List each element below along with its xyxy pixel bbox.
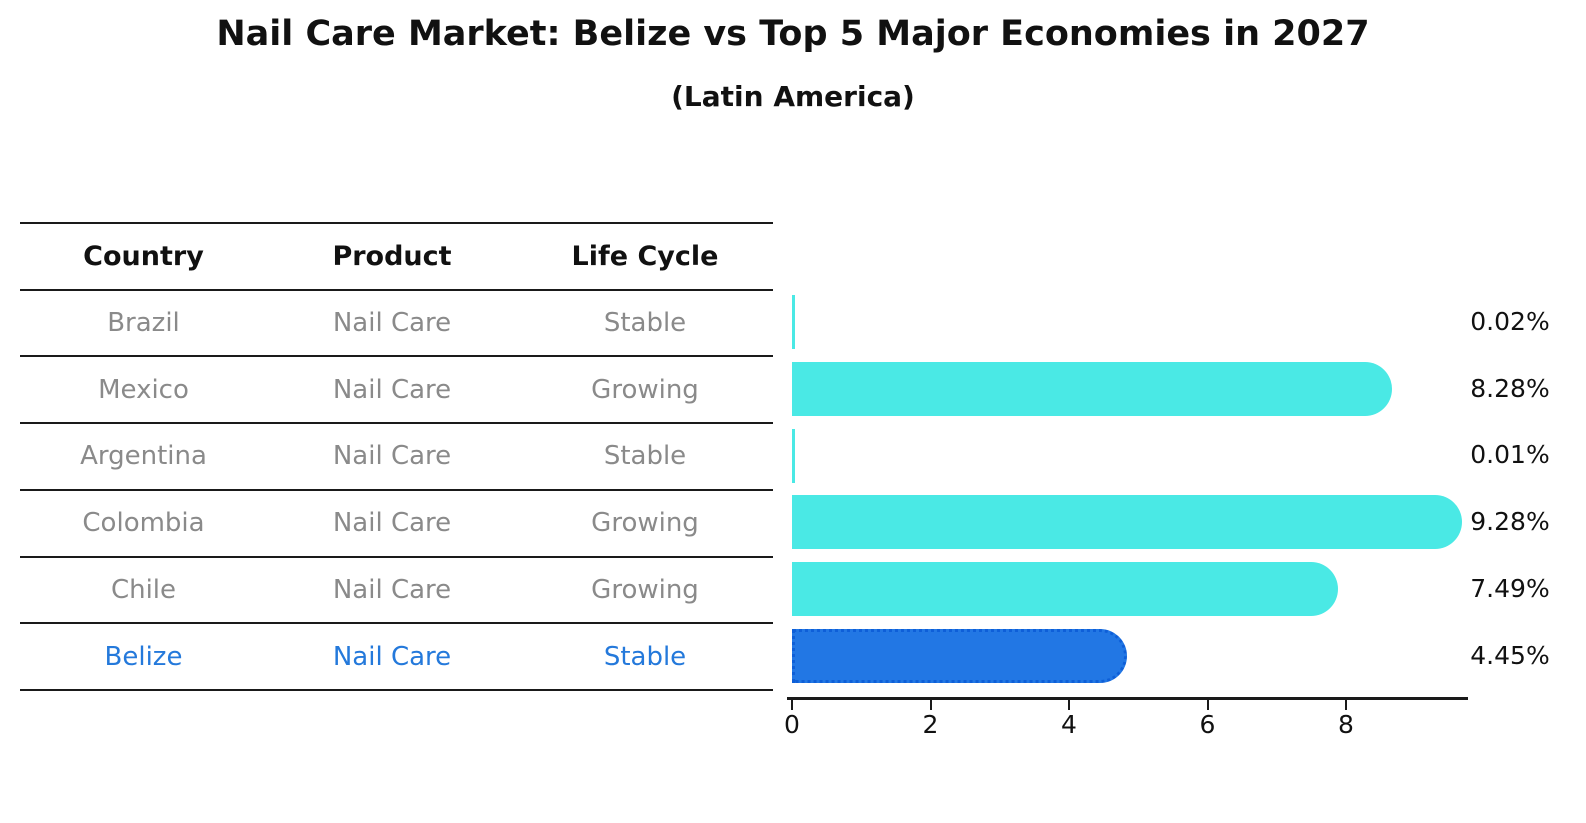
- table-row-mexico: Mexico Nail Care Growing: [20, 357, 773, 425]
- bar-colombia: [792, 495, 1462, 550]
- bar-row-belize: [792, 623, 1468, 690]
- x-tick: [1345, 700, 1347, 710]
- country-table: Country Product Life Cycle Brazil Nail Ca…: [20, 222, 773, 691]
- cell-life-cycle: Stable: [603, 308, 687, 339]
- value-label-brazil: 0.02%: [1470, 307, 1550, 336]
- table-row-belize: Belize Nail Care Stable: [20, 624, 773, 691]
- table-row-colombia: Colombia Nail Care Growing: [20, 491, 773, 558]
- bar-argentina: [792, 428, 795, 483]
- table-row-brazil: Brazil Nail Care Stable: [20, 291, 773, 358]
- cell-country: Colombia: [82, 508, 205, 539]
- bar-chart: [792, 289, 1468, 689]
- column-header-country: Country: [83, 240, 204, 272]
- table-body: Brazil Nail Care Stable Mexico Nail Care Grow…: [20, 291, 773, 691]
- cell-country: Belize: [104, 641, 183, 672]
- table-row-chile: Chile Nail Care Growing: [20, 558, 773, 625]
- x-tick-label: 0: [784, 710, 800, 739]
- table-row-argentina: Argentina Nail Care Stable: [20, 424, 773, 491]
- cell-life-cycle: Stable: [603, 441, 687, 472]
- x-axis: [787, 697, 1468, 700]
- bar-row-brazil: [792, 289, 1468, 356]
- chart-title: Nail Care Market: Belize vs Top 5 Major …: [216, 14, 1370, 54]
- chart-subtitle: (Latin America): [671, 80, 915, 113]
- x-tick-label: 8: [1338, 710, 1354, 739]
- bar-row-colombia: [792, 489, 1468, 556]
- cell-country: Argentina: [80, 441, 207, 472]
- x-tick-label: 6: [1199, 710, 1216, 739]
- x-tick: [1206, 700, 1209, 710]
- cell-life-cycle: Growing: [591, 374, 699, 405]
- cell-product: Nail Care: [332, 374, 452, 405]
- cell-country: Brazil: [107, 308, 180, 339]
- column-header-product: Product: [332, 240, 452, 272]
- value-label-colombia: 9.28%: [1470, 507, 1550, 537]
- x-tick: [1068, 700, 1070, 710]
- bar-row-chile: [792, 556, 1468, 623]
- x-tick-label: 4: [1061, 710, 1077, 739]
- cell-product: Nail Care: [332, 508, 452, 539]
- cell-life-cycle: Stable: [603, 641, 687, 672]
- column-header-life-cycle: Life Cycle: [571, 240, 719, 272]
- cell-product: Nail Care: [332, 308, 452, 339]
- bar-chile: [792, 562, 1338, 617]
- x-tick-label: 2: [922, 710, 939, 739]
- value-label-chile: 7.49%: [1470, 573, 1550, 603]
- bar-mexico: [792, 362, 1393, 417]
- x-tick: [929, 700, 932, 710]
- cell-country: Chile: [110, 574, 177, 605]
- cell-product: Nail Care: [332, 574, 452, 605]
- cell-product: Nail Care: [332, 441, 452, 472]
- table-header-row: Country Product Life Cycle: [20, 224, 773, 291]
- bar-row-argentina: [792, 422, 1468, 489]
- cell-country: Mexico: [98, 374, 189, 405]
- cell-life-cycle: Growing: [591, 574, 699, 605]
- value-label-mexico: 8.28%: [1470, 373, 1550, 403]
- value-label-belize: 4.45%: [1470, 640, 1550, 670]
- bar-row-mexico: [792, 356, 1468, 423]
- value-labels: 0.02% 8.28% 0.01% 9.28% 7.49% 4.45%: [1455, 289, 1565, 689]
- cell-life-cycle: Growing: [591, 508, 699, 539]
- cell-product: Nail Care: [332, 641, 452, 672]
- bar-brazil: [792, 295, 795, 350]
- x-tick: [791, 700, 793, 710]
- bar-belize: [792, 628, 1128, 683]
- value-label-argentina: 0.01%: [1470, 440, 1550, 470]
